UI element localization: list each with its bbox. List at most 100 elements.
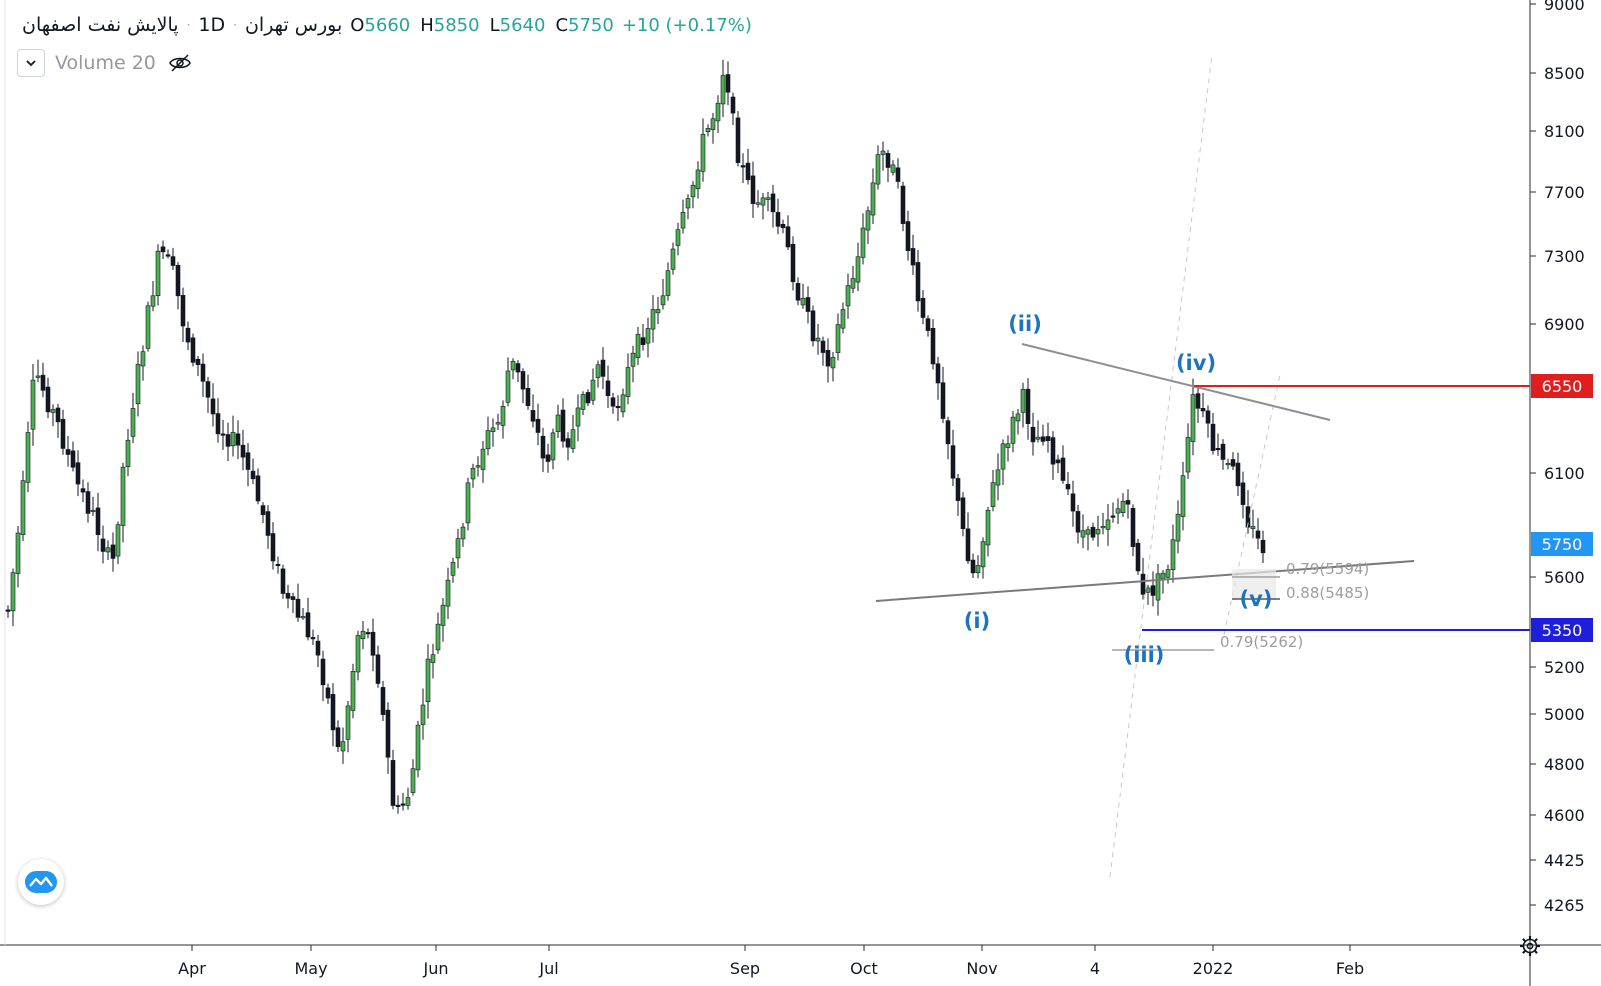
price-tick-label: 7700: [1544, 183, 1585, 202]
interval-label[interactable]: 1D: [198, 14, 226, 36]
candle: [895, 158, 901, 189]
candle: [1240, 471, 1246, 519]
candle: [1020, 382, 1026, 428]
candle: [210, 383, 216, 427]
candle: [830, 351, 836, 382]
current-price-badge: 5750: [1531, 532, 1593, 556]
candle: [820, 336, 826, 366]
time-tick-label: Feb: [1336, 959, 1364, 978]
candle: [980, 537, 986, 579]
fib-label: 0.79(5262): [1220, 633, 1303, 651]
ohlc-values: O5660 H5850 L5640 C5750: [350, 15, 614, 36]
candle: [225, 422, 231, 461]
candle: [1165, 564, 1171, 584]
candle: [325, 683, 331, 705]
candle: [535, 403, 541, 446]
chart-settings-button[interactable]: [1516, 932, 1544, 960]
candle: [950, 429, 956, 487]
symbol-legend[interactable]: پالایش نفت اصفهان · 1D · بورس تهران O566…: [22, 12, 752, 38]
candle: [730, 92, 736, 126]
candle: [580, 391, 586, 416]
time-tick-label: May: [294, 959, 327, 978]
time-axis[interactable]: Apr May Jun Jul Sep Oct Nov 4 2022 Feb: [178, 945, 1364, 978]
candle: [1095, 515, 1101, 547]
price-tick-label: 4800: [1544, 755, 1585, 774]
candle: [1140, 557, 1146, 600]
candle: [65, 435, 71, 467]
support-price-badge: 5350: [1531, 618, 1593, 642]
candle: [1115, 498, 1121, 524]
volume-study-label[interactable]: Volume 20: [55, 52, 156, 74]
price-tick-label: 5200: [1544, 658, 1585, 677]
candle: [390, 749, 396, 810]
candle: [870, 168, 876, 224]
candle: [800, 283, 806, 309]
candle: [290, 592, 296, 613]
change-value: +10 (+0.17%): [621, 14, 752, 36]
candle: [540, 427, 546, 473]
candle: [590, 368, 596, 405]
candle: [785, 215, 791, 251]
candle: [370, 618, 376, 672]
lower-trendline[interactable]: [875, 560, 1415, 602]
candle: [675, 222, 681, 256]
candle: [85, 482, 91, 523]
candle: [930, 319, 936, 370]
candle: [305, 597, 311, 641]
candle: [825, 338, 831, 383]
candle: [905, 210, 911, 261]
candle: [1015, 408, 1021, 435]
price-tick-label: 7300: [1544, 247, 1585, 266]
candle: [1085, 526, 1091, 551]
candle: [300, 607, 306, 620]
candle: [1260, 530, 1266, 563]
hide-study-button[interactable]: [166, 49, 194, 77]
time-tick-label: Sep: [730, 959, 760, 978]
candle: [920, 290, 926, 325]
candle: [1130, 504, 1136, 557]
candle: [400, 792, 406, 811]
candle: [495, 413, 501, 431]
price-axis[interactable]: 4265 4425 4600 4800 5000 5200 5600 6100 6900 7300…: [1530, 0, 1585, 915]
high-value: 5850: [433, 14, 480, 36]
candle: [815, 323, 821, 355]
upper-trendline[interactable]: [1021, 343, 1331, 421]
candle: [375, 645, 381, 688]
price-tick-label: 6100: [1544, 464, 1585, 483]
candle: [1030, 412, 1036, 456]
candle: [625, 353, 631, 405]
candle: [1010, 410, 1016, 453]
candle: [645, 317, 651, 358]
candle: [670, 242, 676, 275]
symbol-name[interactable]: پالایش نفت اصفهان: [22, 14, 179, 36]
candle: [255, 468, 261, 505]
candle: [1205, 405, 1211, 438]
candle: [1200, 392, 1206, 418]
candle: [75, 450, 81, 497]
tradingview-logo-button[interactable]: [18, 859, 64, 905]
candle: [500, 400, 506, 439]
collapse-legend-button[interactable]: [17, 49, 45, 77]
candle: [885, 149, 891, 183]
candle: [855, 242, 861, 291]
eye-crossed-icon: [169, 54, 191, 72]
candle: [840, 302, 846, 334]
time-tick-label: Jul: [538, 959, 558, 978]
candle: [560, 398, 566, 448]
candle: [515, 360, 521, 382]
candle: [215, 398, 221, 443]
wave-label: (ii): [1008, 312, 1042, 336]
candle: [415, 720, 421, 778]
candle: [1110, 502, 1116, 523]
low-value: 5640: [499, 14, 546, 36]
time-tick-label: Nov: [966, 959, 997, 978]
candle: [975, 555, 981, 579]
candle: [875, 145, 881, 190]
candle: [365, 628, 371, 639]
candle: [1180, 461, 1186, 531]
candle: [750, 161, 756, 218]
close-label: C: [555, 14, 569, 36]
open-label: O: [350, 14, 365, 36]
candle: [170, 247, 176, 271]
